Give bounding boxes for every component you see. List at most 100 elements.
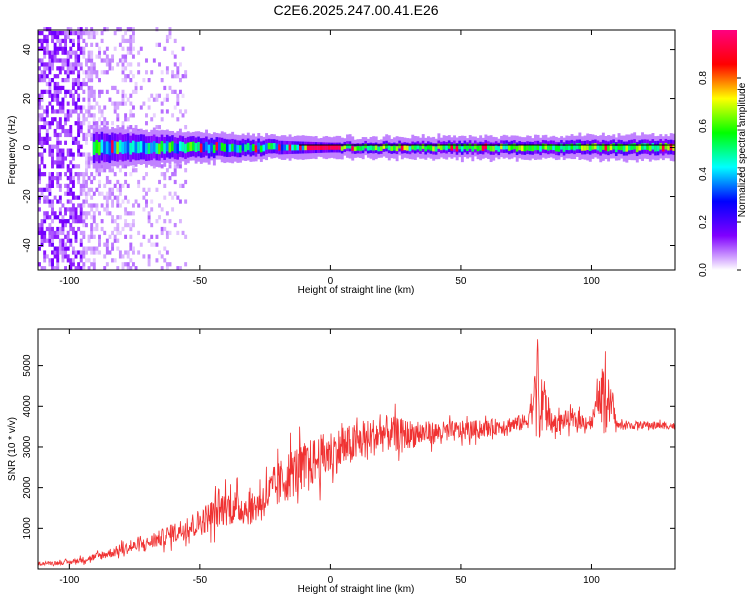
spectrogram-cell <box>126 140 130 153</box>
spectrogram-cell <box>178 219 182 224</box>
spectrogram-cell <box>64 121 68 126</box>
spectrogram-cell <box>69 215 73 220</box>
spectrogram-cell <box>92 66 96 71</box>
spectrogram-cell <box>51 172 54 177</box>
spectrogram-cell <box>124 113 128 118</box>
spectrogram-cell <box>43 195 47 200</box>
spectrogram-cell <box>147 254 151 259</box>
spectrogram-cell <box>121 125 125 130</box>
spectrogram-cell <box>178 109 182 114</box>
spectrogram-cell <box>87 66 91 71</box>
spectrogram-cell <box>90 262 94 267</box>
spectrogram-cell <box>152 113 156 118</box>
spectrogram-cell <box>105 203 109 208</box>
spectrogram-cell <box>69 242 73 247</box>
spectrogram-cell <box>90 89 94 94</box>
spectrogram-cell <box>554 145 558 152</box>
spectrogram-cell <box>121 78 125 83</box>
spectrogram-cell <box>79 219 83 224</box>
spectrogram-cell <box>56 152 60 157</box>
spectrogram-cell <box>239 145 242 153</box>
spectrogram-cell <box>134 266 138 271</box>
spectrogram-cell <box>74 172 78 177</box>
spectrogram-cell <box>111 101 115 106</box>
spectrogram-cell <box>406 145 410 151</box>
spectrogram-cell <box>43 89 47 94</box>
spectrogram-cell <box>126 38 130 44</box>
spectrogram-cell <box>176 74 180 79</box>
spectrogram-cell <box>121 38 125 44</box>
spectrogram-cell <box>520 145 524 152</box>
spectrogram-cell <box>64 140 68 145</box>
spectrogram-cell <box>92 234 96 239</box>
spectrogram-cell <box>129 142 133 155</box>
spectrogram-cell <box>66 175 70 181</box>
spectrogram-cell <box>53 128 57 134</box>
spectrogram-x-tick-label: -100 <box>59 276 79 287</box>
spectrogram-cell <box>66 219 70 224</box>
spectrogram-cell <box>171 207 175 212</box>
spectrogram-cell <box>64 128 68 134</box>
spectrogram-cell <box>61 148 65 153</box>
spectrogram-cell <box>90 136 94 141</box>
spectrogram-cell <box>581 144 584 151</box>
spectrogram-cell <box>160 254 164 259</box>
spectrogram-cell <box>84 211 88 216</box>
spectrogram-cell <box>118 168 122 173</box>
spectrogram-cell <box>487 144 490 151</box>
spectrogram-cell <box>178 199 182 204</box>
spectrogram-cell <box>137 179 141 185</box>
spectrogram-cell <box>64 58 68 63</box>
spectrogram-cell <box>69 93 73 98</box>
spectrogram-cell <box>66 148 70 153</box>
spectrogram-cell <box>40 113 44 118</box>
spectrogram-cell <box>53 85 57 91</box>
spectrogram-cell <box>64 246 68 251</box>
spectrogram-cell <box>173 172 177 177</box>
spectrogram-cell <box>77 140 81 145</box>
spectrogram-cell <box>43 258 47 263</box>
spectrogram-cell <box>163 195 167 200</box>
spectrogram-cell <box>137 230 141 236</box>
spectrogram-cell <box>48 172 52 177</box>
spectrogram-cell <box>43 211 47 216</box>
spectrogram-cell <box>84 179 88 185</box>
spectrogram-cell <box>64 30 68 36</box>
spectrogram-cell <box>594 143 597 150</box>
snr-y-tick-label: 4000 <box>22 395 33 418</box>
spectrogram-cell <box>534 144 537 151</box>
spectrogram-cell <box>118 58 122 63</box>
spectrogram-cell <box>121 262 125 267</box>
spectrogram-cell <box>118 215 122 220</box>
spectrogram-cell <box>147 258 151 263</box>
spectrogram-cell <box>184 262 188 267</box>
spectrogram-cell <box>40 152 44 157</box>
spectrogram-cell <box>71 258 75 263</box>
spectrogram-cell <box>51 199 54 204</box>
spectrogram-cell <box>71 30 75 36</box>
spectrogram-cell <box>160 78 164 83</box>
spectrogram-cell <box>51 230 54 236</box>
spectrogram-cell <box>45 132 49 138</box>
spectrogram-cell <box>129 93 133 98</box>
spectrogram-cell <box>630 143 634 150</box>
spectrogram-cell <box>48 121 52 126</box>
spectrogram-cell <box>643 143 647 150</box>
spectrogram-cell <box>158 215 162 220</box>
snr-y-ticks: 1000 2000 3000 4000 5000 <box>22 354 675 539</box>
spectrogram-cell <box>139 46 143 51</box>
spectrogram-cell <box>116 125 120 130</box>
spectrogram-cell <box>171 70 175 75</box>
spectrogram-cell <box>142 175 146 181</box>
spectrogram-cell <box>98 89 101 94</box>
spectrogram-cell <box>197 142 201 151</box>
spectrogram-cell <box>124 207 128 212</box>
spectrogram-cell <box>40 46 44 51</box>
spectrogram-cell <box>98 183 101 189</box>
spectrogram-cell <box>124 195 128 200</box>
spectrogram-cell <box>48 148 52 153</box>
spectrogram-cell <box>58 89 62 94</box>
spectrogram-cell <box>113 258 117 263</box>
spectrogram-cell <box>95 168 99 173</box>
spectrogram-cell <box>90 246 94 251</box>
